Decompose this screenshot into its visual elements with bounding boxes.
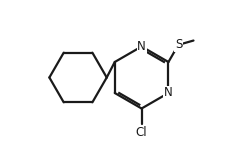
Text: Cl: Cl bbox=[136, 126, 147, 139]
Text: N: N bbox=[164, 86, 173, 100]
Text: N: N bbox=[137, 40, 146, 53]
Text: S: S bbox=[175, 38, 182, 51]
